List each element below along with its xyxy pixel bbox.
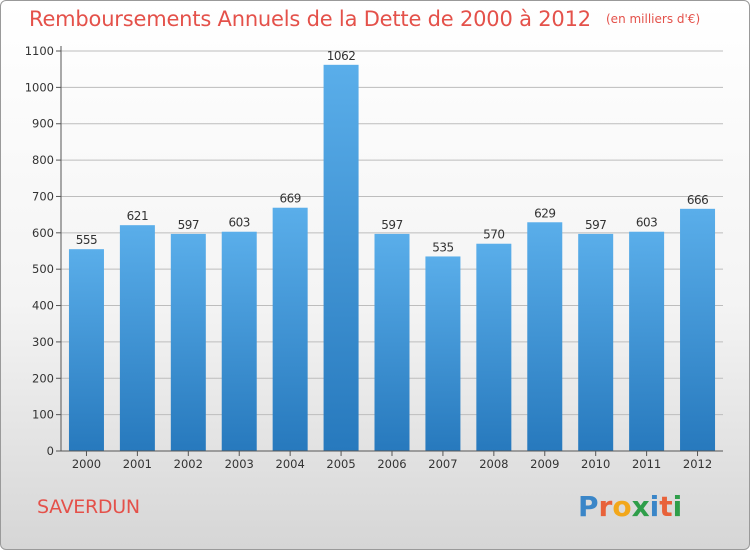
x-tick-label: 2003 — [225, 457, 254, 471]
x-axis-ticks: 2000 2001 2002 2003 2004 2005 2006 2007 2008 2009… — [72, 451, 712, 471]
data-label: 603 — [229, 216, 250, 230]
x-tick-label: 2005 — [326, 457, 355, 471]
data-label: 597 — [381, 218, 402, 232]
title-row: Remboursements Annuels de la Dette de 20… — [29, 7, 700, 31]
y-tick-label: 600 — [32, 226, 54, 240]
y-tick-label: 400 — [32, 299, 54, 313]
x-tick-label: 2004 — [276, 457, 305, 471]
bar — [578, 233, 614, 451]
data-label: 597 — [585, 218, 606, 232]
bar — [374, 233, 410, 451]
x-tick-label: 2002 — [174, 457, 203, 471]
bar — [680, 208, 716, 451]
bar — [476, 243, 512, 451]
x-tick-label: 2010 — [581, 457, 610, 471]
y-tick-label: 300 — [32, 335, 54, 349]
bar — [119, 225, 155, 451]
bar — [425, 256, 461, 451]
bar — [221, 231, 257, 451]
x-tick-label: 2008 — [479, 457, 508, 471]
y-tick-label: 500 — [32, 262, 54, 276]
chart-title: Remboursements Annuels de la Dette de 20… — [29, 7, 591, 31]
data-label: 629 — [534, 206, 555, 220]
y-tick-label: 1100 — [25, 44, 54, 58]
bar — [272, 207, 308, 451]
y-tick-label: 1000 — [25, 80, 54, 94]
data-label: 597 — [178, 218, 199, 232]
data-labels: 555 621 597 603 669 1062 597 535 570 629 597 603 666 — [76, 49, 709, 255]
y-tick-label: 0 — [47, 444, 54, 458]
x-tick-label: 2007 — [428, 457, 457, 471]
y-axis-ticks: 0 100 200 300 400 500 600 700 800 900 1000 1100 — [25, 44, 61, 458]
data-label: 603 — [636, 216, 657, 230]
y-tick-label: 800 — [32, 153, 54, 167]
x-tick-label: 2000 — [72, 457, 101, 471]
bar — [170, 233, 206, 451]
chart-unit: (en milliers d'€) — [606, 12, 701, 26]
bar — [629, 231, 665, 451]
bars — [68, 64, 716, 451]
data-label: 621 — [127, 209, 148, 223]
y-tick-label: 100 — [32, 408, 54, 422]
data-label: 1062 — [327, 49, 356, 63]
data-label: 669 — [279, 192, 300, 206]
y-tick-label: 200 — [32, 371, 54, 385]
data-label: 555 — [76, 233, 97, 247]
x-tick-label: 2006 — [377, 457, 406, 471]
x-tick-label: 2009 — [530, 457, 559, 471]
x-tick-label: 2001 — [123, 457, 152, 471]
y-tick-label: 900 — [32, 117, 54, 131]
y-tick-label: 700 — [32, 189, 54, 203]
data-label: 535 — [432, 240, 453, 254]
town-name: SAVERDUN — [37, 496, 140, 518]
x-tick-label: 2011 — [632, 457, 661, 471]
bar — [323, 64, 359, 451]
proxiti-logo: Proxiti — [578, 490, 682, 523]
bar — [527, 222, 563, 451]
data-label: 570 — [483, 228, 504, 242]
bar — [68, 249, 104, 451]
data-label: 666 — [687, 193, 708, 207]
x-tick-label: 2012 — [683, 457, 712, 471]
svg-text:Proxiti: Proxiti — [578, 490, 682, 523]
